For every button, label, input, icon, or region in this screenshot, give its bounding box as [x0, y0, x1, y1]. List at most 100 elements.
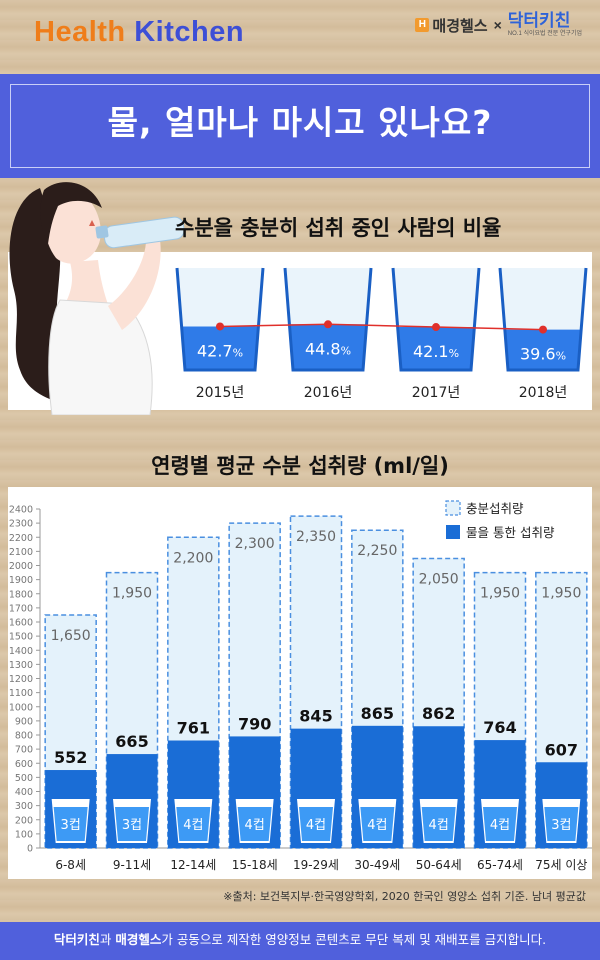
cup-water-icon — [176, 807, 211, 841]
age-category-label: 65-74세 — [477, 858, 523, 872]
sufficient-value-label: 1,950 — [112, 586, 152, 602]
cup-count-label: 3컵 — [551, 818, 571, 833]
age-category-label: 19-29세 — [293, 858, 339, 872]
partner-drkitchen-logo: 닥터키친 NO.1 식이요법 전문 연구기업 — [508, 12, 582, 38]
age-category-label: 12-14세 — [170, 858, 216, 872]
rate-point — [432, 323, 440, 332]
y-tick-label: 200 — [15, 815, 33, 826]
cup-water-icon — [421, 807, 456, 841]
cup-water-icon — [299, 807, 333, 841]
sufficient-value-label: 2,300 — [235, 536, 275, 552]
y-tick-label: 1300 — [9, 660, 33, 671]
cup-water-icon — [237, 807, 272, 841]
water-value-label: 862 — [422, 704, 455, 723]
banner-frame — [10, 84, 590, 168]
age-category-label: 9-11세 — [113, 858, 151, 872]
age-category-label: 50-64세 — [416, 858, 462, 872]
cup-count-label: 4컵 — [490, 818, 510, 833]
glass-water — [181, 326, 259, 370]
glass-water — [289, 324, 367, 370]
brand-word-2: Kitchen — [134, 16, 245, 48]
rate-year-label: 2015년 — [196, 385, 245, 401]
cup-water-icon — [483, 807, 517, 841]
woman-drinking-illustration — [9, 182, 185, 415]
maekyung-h-icon: H — [415, 18, 430, 32]
rate-year-label: 2017년 — [412, 385, 461, 401]
rate-value-label: 39.6% — [520, 345, 566, 364]
cup-count-label: 4컵 — [306, 818, 326, 833]
y-tick-label: 600 — [15, 759, 33, 770]
cup-count-label: 3컵 — [61, 818, 81, 833]
partner-logos: H 매경헬스 × 닥터키친 NO.1 식이요법 전문 연구기업 — [415, 12, 582, 38]
cup-water-icon — [53, 807, 88, 841]
y-tick-label: 1100 — [9, 688, 33, 699]
y-tick-label: 2400 — [9, 505, 33, 516]
rate-section-title: 수분을 충분히 섭취 중인 사람의 비율 — [175, 216, 502, 240]
cup-count-label: 4컵 — [183, 818, 203, 833]
partner1-name: 매경헬스 — [432, 17, 488, 35]
partner2-name: 닥터키친 — [507, 11, 571, 30]
rate-value-label: 42.1% — [413, 342, 459, 361]
legend-label-water: 물을 통한 섭취량 — [466, 525, 555, 540]
legend-swatch-water — [446, 525, 460, 539]
rate-value-label: 42.7% — [197, 341, 243, 360]
y-tick-label: 1600 — [9, 618, 33, 629]
glass-outline — [498, 267, 588, 372]
legend-swatch-sufficient — [445, 500, 461, 516]
y-tick-label: 300 — [15, 801, 33, 812]
y-tick-label: 1700 — [9, 603, 33, 614]
footer-brand-1: 닥터키친 — [53, 932, 100, 947]
age-category-label: 6-8세 — [55, 858, 86, 872]
sufficient-value-label: 1,950 — [541, 586, 581, 602]
y-tick-label: 2000 — [9, 561, 33, 572]
glass-outline — [283, 267, 373, 372]
water-value-label: 761 — [177, 719, 210, 738]
glass-outline — [391, 267, 481, 372]
sufficient-value-label: 2,200 — [173, 550, 213, 566]
y-tick-label: 1200 — [9, 674, 33, 685]
y-tick-label: 1900 — [9, 575, 33, 586]
rate-point — [324, 320, 332, 329]
title-banner: 물, 얼마나 마시고 있나요? — [0, 74, 600, 178]
y-tick-label: 400 — [15, 787, 33, 798]
header: Health Kitchen H 매경헬스 × 닥터키친 NO.1 식이요법 전… — [0, 0, 600, 70]
sufficient-value-label: 2,250 — [357, 543, 397, 559]
water-value-label: 790 — [238, 714, 271, 733]
water-value-label: 764 — [483, 718, 516, 737]
y-tick-label: 2200 — [9, 533, 33, 544]
rate-trend-line — [219, 323, 544, 331]
rate-year-label: 2018년 — [519, 385, 568, 401]
times-sign: × — [493, 17, 502, 33]
age-category-label: 75세 이상 — [535, 858, 587, 872]
y-tick-label: 700 — [15, 745, 33, 756]
cup-count-label: 4컵 — [429, 818, 449, 833]
water-value-label: 865 — [361, 704, 394, 723]
cup-water-icon — [360, 807, 395, 841]
cup-water-icon — [115, 807, 149, 841]
sufficient-value-label: 1,650 — [51, 628, 91, 644]
y-tick-label: 1400 — [9, 646, 33, 657]
footer-brand-2: 매경헬스 — [115, 932, 162, 947]
y-tick-label: 500 — [15, 773, 33, 784]
water-value-label: 607 — [545, 740, 578, 759]
rate-point — [216, 322, 224, 331]
partner-maekyung-logo: H 매경헬스 — [415, 15, 488, 36]
age-section-title: 연령별 평균 수분 섭취량 (ml/일) — [151, 454, 449, 478]
page-title: 물, 얼마나 마시고 있나요? — [107, 103, 493, 142]
footer-conj: 과 — [99, 932, 116, 947]
y-tick-label: 1500 — [9, 632, 33, 643]
y-tick-label: 900 — [15, 716, 33, 727]
glass-outline — [175, 267, 265, 372]
glass-water — [504, 329, 582, 370]
y-tick-label: 800 — [15, 731, 33, 742]
intake-chart: 0 100 200 300 400 500 600 700 800 900 1000 1100 1200… — [9, 500, 592, 872]
y-tick-label: 1000 — [9, 702, 33, 713]
water-value-label: 845 — [299, 707, 332, 726]
source-note: ※출처: 보건복지부·한국영양학회, 2020 한국인 영양소 섭취 기준. 남… — [223, 890, 586, 903]
y-tick-label: 1800 — [9, 589, 33, 600]
rate-year-label: 2016년 — [304, 385, 353, 401]
brand-word-1: Health — [34, 16, 126, 48]
cup-water-icon — [544, 807, 579, 841]
y-tick-label: 0 — [27, 844, 33, 855]
sufficient-value-label: 2,350 — [296, 529, 336, 545]
